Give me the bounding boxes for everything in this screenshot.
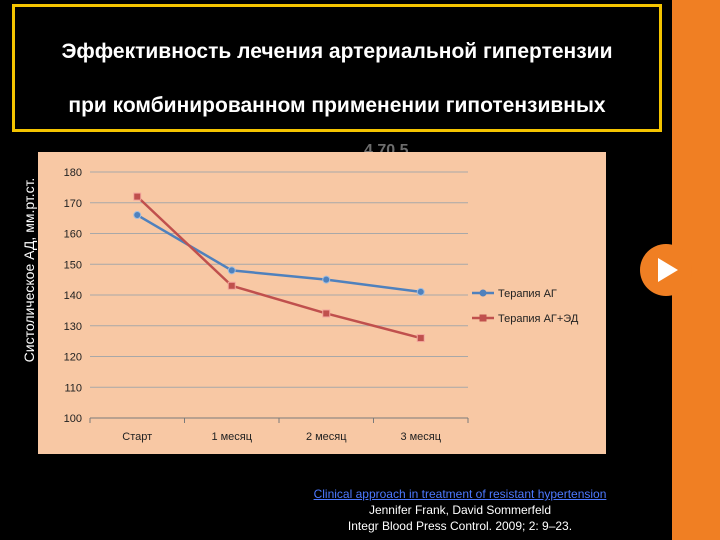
x-tick-label: Старт bbox=[122, 431, 152, 443]
next-slide-button[interactable] bbox=[640, 244, 692, 296]
y-tick-label: 170 bbox=[64, 198, 82, 210]
chart-background bbox=[38, 152, 606, 454]
legend-marker bbox=[479, 314, 487, 322]
data-point bbox=[227, 281, 236, 290]
citation-link[interactable]: Clinical approach in treatment of resist… bbox=[313, 487, 607, 501]
citation-authors: Jennifer Frank, David Sommerfeld bbox=[368, 503, 552, 517]
x-tick-label: 3 месяц bbox=[400, 431, 441, 443]
x-tick-label: 2 месяц bbox=[306, 431, 347, 443]
data-point bbox=[322, 275, 331, 284]
y-tick-label: 180 bbox=[64, 167, 82, 179]
x-tick-label: 1 месяц bbox=[211, 431, 252, 443]
title-frame: Эффективность лечения артериальной гипер… bbox=[12, 4, 662, 132]
data-point bbox=[416, 334, 425, 343]
slide-title-line-2: при комбинированном применении гипотензи… bbox=[68, 94, 606, 117]
legend-marker bbox=[479, 289, 487, 297]
y-axis-caption: Систолическое АД, мм.рт.ст. bbox=[21, 177, 37, 363]
data-point bbox=[133, 192, 142, 201]
data-point bbox=[227, 266, 236, 275]
y-tick-label: 100 bbox=[64, 413, 82, 425]
y-tick-label: 160 bbox=[64, 229, 82, 241]
data-point bbox=[322, 309, 331, 318]
y-tick-label: 130 bbox=[64, 321, 82, 333]
blood-pressure-chart: 100 110 120 130 140 150 160 170 180 Старт 1 месяц… bbox=[38, 152, 606, 454]
data-point bbox=[416, 287, 425, 296]
y-tick-label: 110 bbox=[64, 382, 82, 394]
y-tick-label: 120 bbox=[64, 352, 82, 364]
citation-block: Clinical approach in treatment of resist… bbox=[250, 486, 670, 534]
citation-journal: Integr Blood Press Control. 2009; 2: 9–2… bbox=[347, 519, 573, 533]
legend-label: Терапия АГ bbox=[498, 288, 557, 300]
data-point bbox=[133, 211, 142, 220]
play-arrow-icon bbox=[658, 258, 678, 282]
series-line bbox=[136, 195, 422, 340]
slide-title-line-1: Эффективность лечения артериальной гипер… bbox=[61, 40, 613, 63]
y-tick-label: 140 bbox=[64, 290, 82, 302]
y-tick-label: 150 bbox=[64, 259, 82, 271]
legend-label: Терапия АГ+ЭД bbox=[498, 313, 579, 325]
